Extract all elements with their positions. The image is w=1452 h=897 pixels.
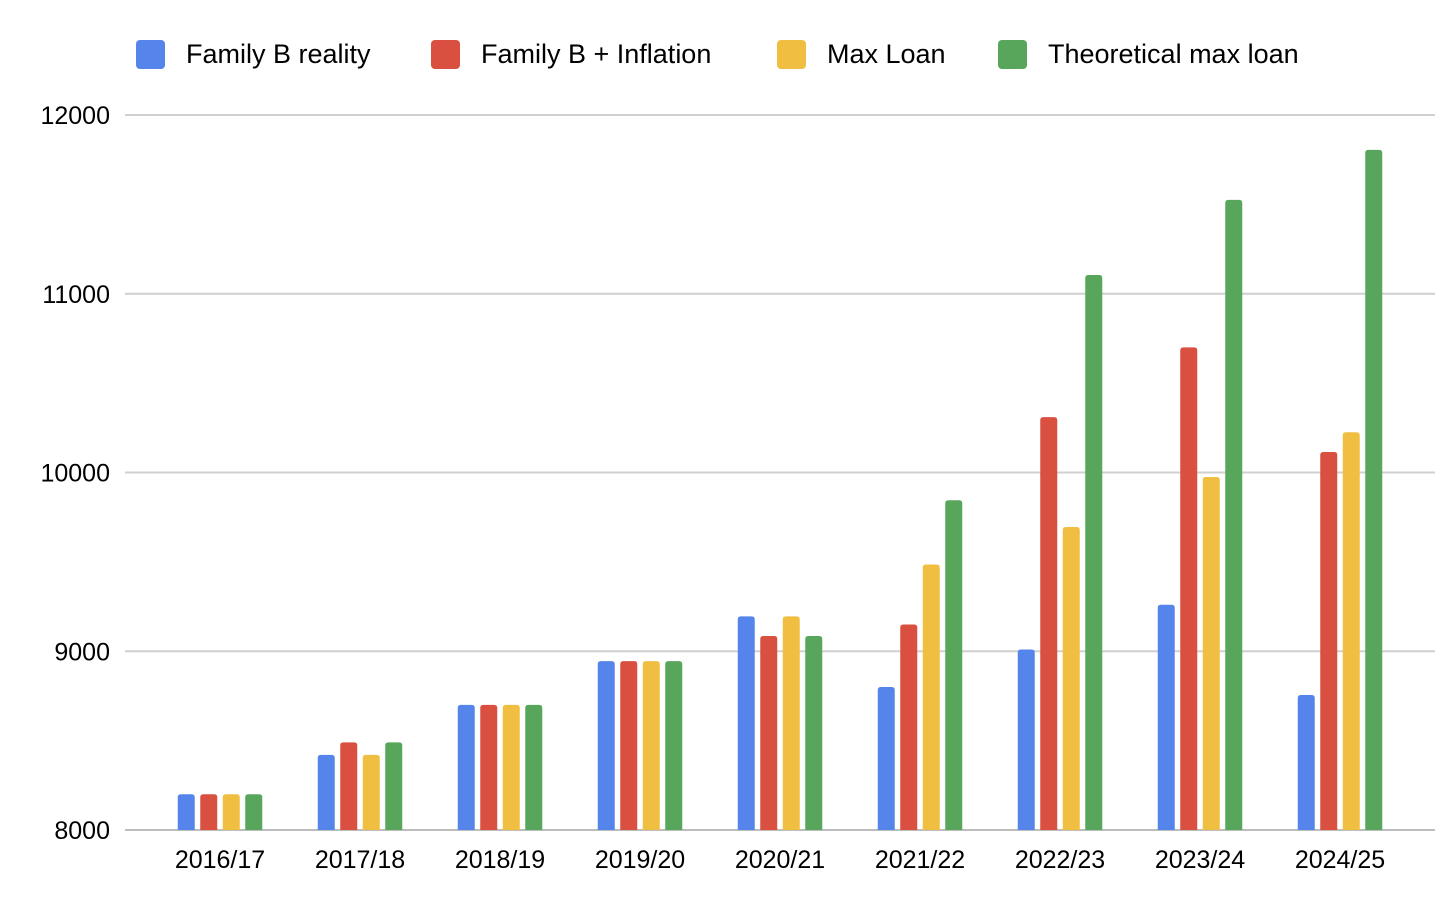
bar [457,704,475,830]
legend-label: Theoretical max loan [1048,39,1299,69]
x-tick-label: 2017/18 [315,846,405,874]
bar [782,616,800,830]
legend-swatch [777,40,806,69]
bar [760,636,778,830]
bar [1062,527,1080,830]
bar [620,661,638,830]
bar [525,704,543,830]
bar [900,624,918,830]
y-tick-label: 12000 [40,102,110,130]
y-tick-label: 8000 [54,817,110,845]
bar [362,754,380,830]
bar [1225,199,1243,830]
bar [945,500,963,830]
bar [245,794,263,830]
x-axis-ticks: 2016/17 2017/18 2018/19 2019/20 2020/21 2021/… [175,846,1385,874]
x-tick-label: 2019/20 [595,846,685,874]
bar [642,661,660,830]
legend-swatch [998,40,1027,69]
bars [177,149,1383,830]
legend: Family B reality Family B + Inflation Max … [136,39,1299,69]
y-tick-label: 10000 [40,460,110,488]
bar [737,616,755,830]
bar [665,661,683,830]
bar [1202,476,1220,830]
x-tick-label: 2021/22 [875,846,965,874]
y-axis-ticks: 8000 9000 10000 11000 12000 [40,102,110,845]
bar [1320,451,1338,830]
legend-swatch [136,40,165,69]
y-tick-label: 11000 [42,281,110,309]
bar [1085,274,1103,830]
bar [922,564,940,830]
bar [317,754,335,830]
legend-label: Max Loan [827,39,946,69]
bar [222,794,240,830]
x-tick-label: 2022/23 [1015,846,1105,874]
bar [340,742,358,830]
bar [1297,695,1315,830]
bar [480,704,498,830]
x-tick-label: 2024/25 [1295,846,1385,874]
bar [1157,604,1175,830]
bar [1180,347,1198,830]
legend-label: Family B reality [186,39,371,69]
y-tick-label: 9000 [54,638,110,666]
bar [597,661,615,830]
bar [1017,649,1035,830]
legend-label: Family B + Inflation [481,39,711,69]
x-tick-label: 2020/21 [735,846,825,874]
bar [200,794,218,830]
bar [1365,149,1383,830]
bar [502,704,520,830]
x-tick-label: 2023/24 [1155,846,1245,874]
bar [385,742,403,830]
legend-swatch [431,40,460,69]
x-tick-label: 2018/19 [455,846,545,874]
bar [177,794,195,830]
x-tick-label: 2016/17 [175,846,265,874]
bar [1040,417,1058,830]
bar [805,636,823,830]
bar [1342,432,1360,830]
bar [877,687,895,830]
